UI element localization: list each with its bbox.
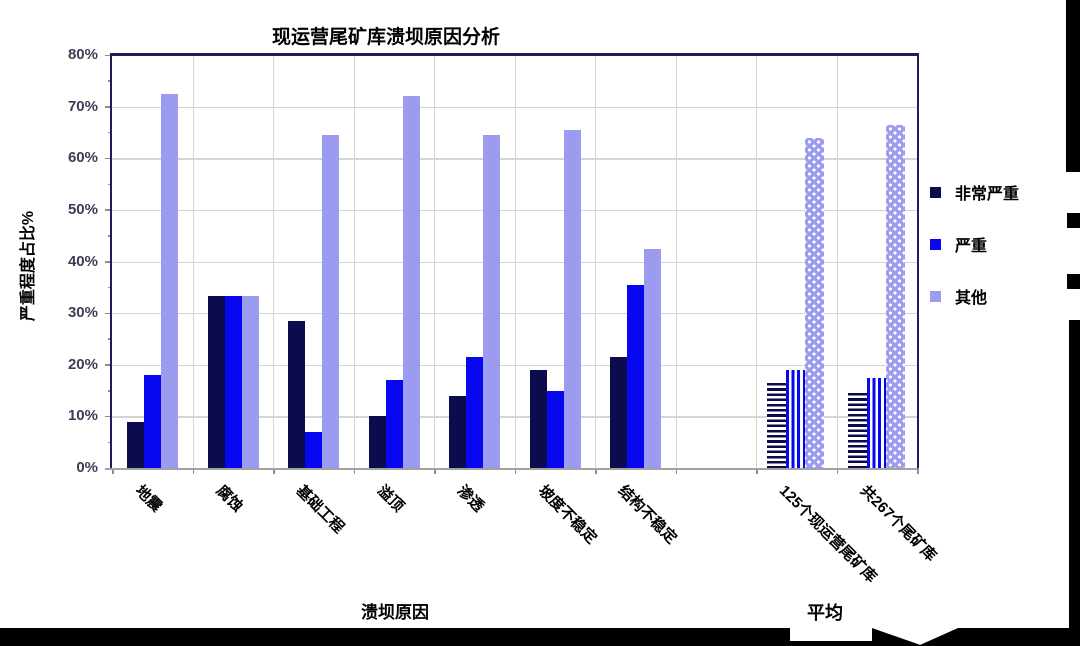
bar-series2-cat8 bbox=[786, 369, 805, 468]
y-tick-label: 40% bbox=[67, 252, 98, 270]
bar-series1-cat3 bbox=[288, 320, 305, 468]
legend-label: 其他 bbox=[955, 290, 988, 307]
plot-border-top bbox=[110, 53, 919, 56]
bar-series1-cat7 bbox=[610, 357, 627, 468]
edge-artifact-bottom-right bbox=[1069, 320, 1080, 646]
v-gridline bbox=[595, 55, 597, 468]
plot-border-right bbox=[917, 55, 919, 468]
y-axis-title: 严重程度占比% bbox=[20, 210, 37, 322]
v-gridline bbox=[514, 55, 516, 468]
bar-series1-cat5 bbox=[449, 395, 466, 468]
bar-series2-cat9 bbox=[866, 377, 886, 468]
x-tick bbox=[917, 468, 919, 474]
x-axis-line bbox=[105, 468, 917, 470]
edge-artifact-square-2 bbox=[1067, 274, 1080, 289]
bar-series1-cat1 bbox=[127, 421, 144, 468]
bar-series2-cat6 bbox=[546, 390, 564, 468]
y-tick-label: 20% bbox=[67, 355, 98, 373]
chart-title: 现运营尾矿库溃坝原因分析 bbox=[271, 27, 500, 48]
legend-item-2: 严重 bbox=[930, 232, 987, 256]
v-gridline bbox=[353, 55, 355, 468]
legend-label: 严重 bbox=[955, 238, 988, 255]
x-tick bbox=[514, 468, 516, 474]
x-category-label: 渗透 bbox=[454, 482, 488, 516]
v-gridline bbox=[192, 55, 194, 468]
y-tick bbox=[105, 157, 112, 160]
bar-series2-cat5 bbox=[466, 357, 483, 468]
bar-series1-cat9 bbox=[847, 393, 867, 468]
y-tick-label: 50% bbox=[67, 200, 98, 218]
bar-series1-cat4 bbox=[368, 416, 386, 468]
x-tick bbox=[192, 468, 194, 474]
bar-series2-cat4 bbox=[385, 380, 403, 468]
y-tick-label: 30% bbox=[67, 304, 98, 322]
bar-series1-cat2 bbox=[207, 296, 225, 468]
v-gridline bbox=[756, 55, 758, 468]
x-tick bbox=[112, 468, 114, 474]
x-category-label: 地震 bbox=[132, 482, 166, 516]
x-category-label: 共267个尾矿库 bbox=[856, 482, 940, 565]
x-category-label: 溢顶 bbox=[373, 482, 407, 516]
bar-series1-cat8 bbox=[767, 382, 786, 468]
v-gridline bbox=[675, 55, 677, 468]
edge-artifact-square-1 bbox=[1067, 213, 1080, 228]
x-category-label: 结构不稳定 bbox=[615, 482, 681, 548]
legend-swatch-icon bbox=[930, 238, 941, 250]
bar-series3-cat9 bbox=[885, 124, 905, 468]
y-tick bbox=[105, 364, 112, 366]
bar-series2-cat3 bbox=[305, 431, 322, 468]
y-tick bbox=[105, 209, 112, 211]
legend-item-3: 其他 bbox=[930, 284, 987, 308]
y-tick-label: 0% bbox=[76, 459, 98, 476]
v-gridline bbox=[836, 55, 838, 468]
y-tick bbox=[105, 415, 112, 418]
x-category-label: 腐蚀 bbox=[212, 482, 246, 516]
bar-series2-cat1 bbox=[144, 375, 161, 468]
bar-series3-cat2 bbox=[241, 296, 259, 468]
legend-swatch-icon bbox=[930, 290, 941, 302]
average-group-label: 平均 bbox=[807, 603, 843, 623]
bar-series3-cat3 bbox=[322, 135, 339, 468]
legend-swatch-icon bbox=[930, 186, 941, 198]
y-tick-label: 70% bbox=[67, 97, 98, 115]
bar-series3-cat8 bbox=[805, 137, 824, 468]
y-tick-label: 10% bbox=[67, 407, 98, 425]
legend-label: 非常严重 bbox=[955, 186, 1020, 203]
y-tick bbox=[105, 106, 112, 108]
v-gridline bbox=[434, 55, 436, 468]
x-axis-title: 溃坝原因 bbox=[361, 603, 429, 622]
x-tick bbox=[756, 468, 758, 474]
v-gridline bbox=[273, 55, 275, 468]
bar-series2-cat2 bbox=[224, 296, 242, 468]
x-category-label: 基础工程 bbox=[293, 482, 348, 537]
bar-series3-cat5 bbox=[483, 135, 500, 468]
y-tick bbox=[105, 54, 112, 56]
x-tick bbox=[353, 468, 355, 474]
x-tick bbox=[434, 468, 436, 474]
x-tick bbox=[595, 468, 597, 474]
legend-item-1: 非常严重 bbox=[930, 180, 1019, 204]
bar-series3-cat6 bbox=[563, 129, 581, 468]
y-tick-label: 60% bbox=[67, 149, 98, 167]
y-tick bbox=[105, 261, 112, 263]
x-category-label: 坡度不稳定 bbox=[534, 482, 600, 548]
y-tick-label: 80% bbox=[67, 46, 98, 63]
bar-series2-cat7 bbox=[627, 284, 644, 468]
bar-series1-cat6 bbox=[529, 369, 547, 468]
edge-artifact-top-right bbox=[1066, 0, 1080, 172]
banner-notch bbox=[790, 628, 872, 641]
bar-series3-cat4 bbox=[402, 96, 420, 468]
y-tick bbox=[105, 312, 112, 315]
bar-series3-cat7 bbox=[644, 248, 661, 468]
x-tick bbox=[836, 468, 838, 474]
x-tick bbox=[675, 468, 677, 474]
bar-series3-cat1 bbox=[161, 93, 178, 468]
y-axis-line bbox=[110, 55, 112, 468]
x-tick bbox=[273, 468, 275, 474]
